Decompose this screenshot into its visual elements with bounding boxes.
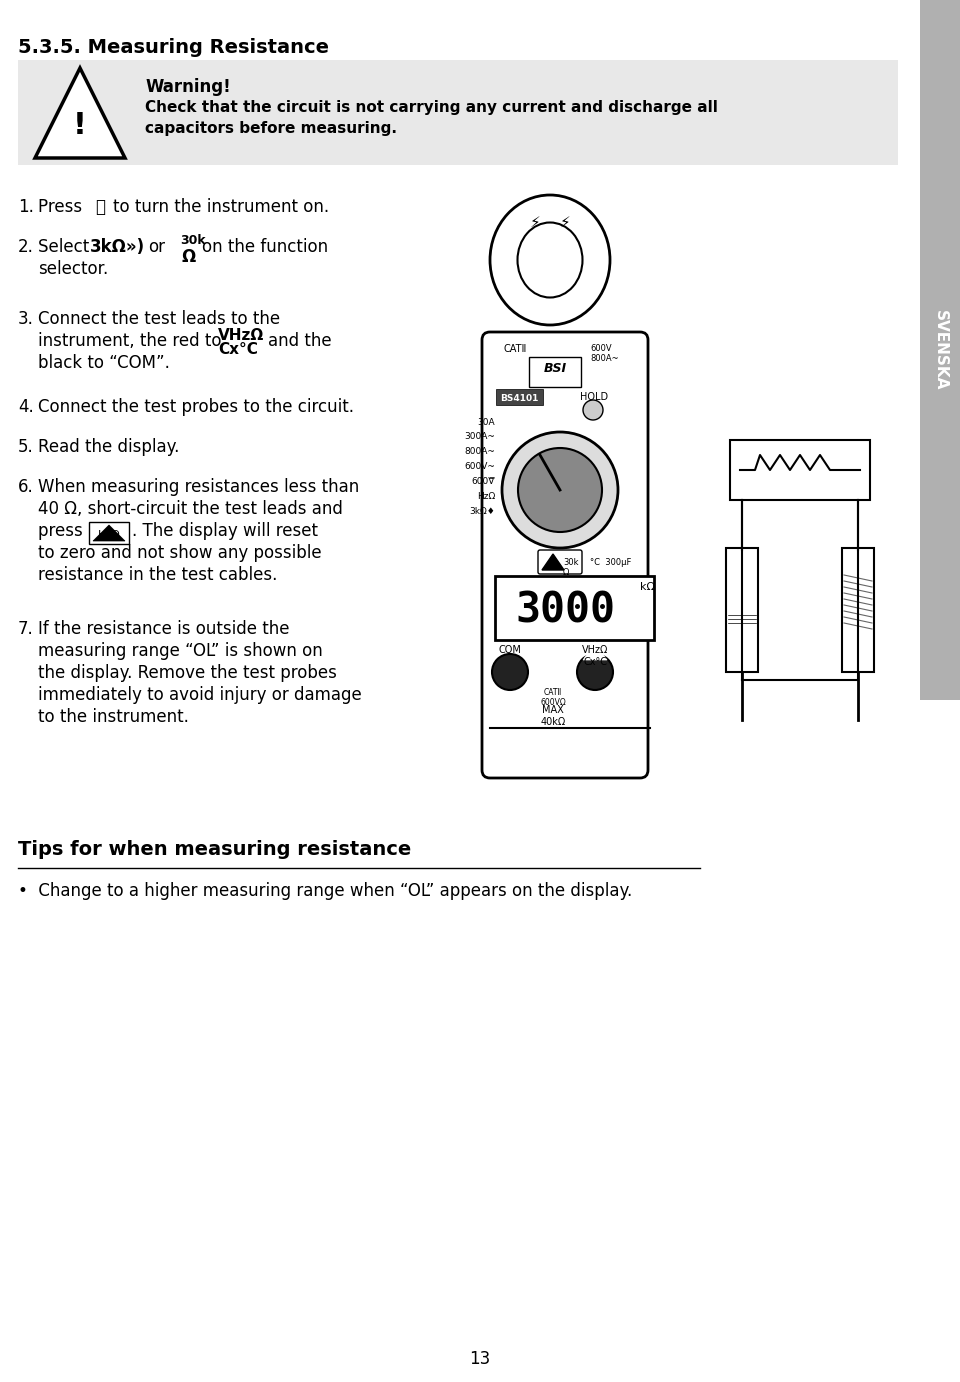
Text: kΩ: kΩ xyxy=(640,582,655,591)
FancyBboxPatch shape xyxy=(842,549,874,672)
Text: Connect the test leads to the: Connect the test leads to the xyxy=(38,310,280,328)
Text: COM: COM xyxy=(498,645,521,655)
Text: 3000: 3000 xyxy=(515,589,615,632)
Polygon shape xyxy=(583,643,607,661)
Circle shape xyxy=(492,654,528,690)
Text: 4.: 4. xyxy=(18,398,34,416)
Text: Cx°C: Cx°C xyxy=(218,341,258,357)
FancyBboxPatch shape xyxy=(495,576,654,640)
Text: Press: Press xyxy=(38,198,87,216)
Text: BS4101: BS4101 xyxy=(500,394,539,402)
Text: !: ! xyxy=(73,111,87,140)
Text: VHzΩ
Cx°C: VHzΩ Cx°C xyxy=(582,645,609,666)
Circle shape xyxy=(583,399,603,420)
Text: BSI: BSI xyxy=(543,362,566,375)
Text: Read the display.: Read the display. xyxy=(38,438,180,456)
Text: selector.: selector. xyxy=(38,260,108,278)
Text: 7.: 7. xyxy=(18,621,34,638)
Text: HzΩ: HzΩ xyxy=(477,492,495,502)
Text: Ω: Ω xyxy=(182,247,196,265)
Text: resistance in the test cables.: resistance in the test cables. xyxy=(38,567,277,585)
Text: to zero and not show any possible: to zero and not show any possible xyxy=(38,545,322,562)
Text: 30k: 30k xyxy=(180,234,205,247)
Circle shape xyxy=(577,654,613,690)
Text: HzΩ: HzΩ xyxy=(98,531,120,540)
FancyBboxPatch shape xyxy=(726,549,758,672)
Polygon shape xyxy=(35,68,125,158)
Text: 13: 13 xyxy=(469,1350,491,1368)
Text: 600V~: 600V~ xyxy=(464,462,495,471)
Text: 3kΩ»): 3kΩ») xyxy=(90,238,145,256)
Text: instrument, the red to: instrument, the red to xyxy=(38,332,227,350)
Text: MAX
40kΩ: MAX 40kΩ xyxy=(540,705,565,727)
Text: Warning!: Warning! xyxy=(145,77,230,95)
FancyBboxPatch shape xyxy=(89,522,129,545)
FancyBboxPatch shape xyxy=(496,388,543,405)
Text: SVENSKA: SVENSKA xyxy=(932,310,948,390)
FancyBboxPatch shape xyxy=(920,0,960,701)
Text: . The display will reset: . The display will reset xyxy=(132,522,318,540)
Text: 5.3.5. Measuring Resistance: 5.3.5. Measuring Resistance xyxy=(18,37,329,57)
Text: 2.: 2. xyxy=(18,238,34,256)
Text: 30k
Ω: 30k Ω xyxy=(563,558,579,578)
FancyBboxPatch shape xyxy=(538,550,582,574)
Text: 1.: 1. xyxy=(18,198,34,216)
FancyBboxPatch shape xyxy=(529,357,581,387)
Text: When measuring resistances less than: When measuring resistances less than xyxy=(38,478,359,496)
Text: °C  300µF: °C 300µF xyxy=(590,558,632,567)
Text: HOLD: HOLD xyxy=(580,392,608,402)
Circle shape xyxy=(518,448,602,532)
Polygon shape xyxy=(542,554,564,569)
Text: VHzΩ: VHzΩ xyxy=(218,328,264,343)
Text: the display. Remove the test probes: the display. Remove the test probes xyxy=(38,663,337,681)
Text: CATⅡ: CATⅡ xyxy=(503,344,526,354)
Text: press: press xyxy=(38,522,88,540)
Text: to turn the instrument on.: to turn the instrument on. xyxy=(113,198,329,216)
Text: 600V̿̿: 600V̿̿ xyxy=(471,477,495,486)
Text: 3kΩ♦: 3kΩ♦ xyxy=(469,507,495,515)
Circle shape xyxy=(502,433,618,549)
Text: 6.: 6. xyxy=(18,478,34,496)
Text: 5.: 5. xyxy=(18,438,34,456)
Text: 3.: 3. xyxy=(18,310,34,328)
Text: CATⅡ
600VΩ: CATⅡ 600VΩ xyxy=(540,688,565,708)
FancyBboxPatch shape xyxy=(730,439,870,500)
Text: Tips for when measuring resistance: Tips for when measuring resistance xyxy=(18,840,411,860)
Ellipse shape xyxy=(490,195,610,325)
Text: black to “COM”.: black to “COM”. xyxy=(38,354,170,372)
Text: Select: Select xyxy=(38,238,94,256)
Text: and the: and the xyxy=(268,332,331,350)
Text: to the instrument.: to the instrument. xyxy=(38,708,189,726)
Ellipse shape xyxy=(517,223,583,297)
Text: •  Change to a higher measuring range when “OL” appears on the display.: • Change to a higher measuring range whe… xyxy=(18,882,633,900)
FancyBboxPatch shape xyxy=(482,332,648,778)
Text: If the resistance is outside the: If the resistance is outside the xyxy=(38,621,290,638)
FancyBboxPatch shape xyxy=(18,59,898,164)
Text: measuring range “OL” is shown on: measuring range “OL” is shown on xyxy=(38,643,323,661)
Text: 600V
800A~: 600V 800A~ xyxy=(590,344,618,363)
Text: immediately to avoid injury or damage: immediately to avoid injury or damage xyxy=(38,685,362,703)
Text: ⏻: ⏻ xyxy=(95,198,105,216)
Text: 300A~: 300A~ xyxy=(464,433,495,441)
Text: ⚡: ⚡ xyxy=(530,214,540,229)
Text: 30A: 30A xyxy=(477,417,495,427)
Polygon shape xyxy=(93,525,125,540)
Text: Check that the circuit is not carrying any current and discharge all
capacitors : Check that the circuit is not carrying a… xyxy=(145,100,718,135)
Text: 40 Ω, short-circuit the test leads and: 40 Ω, short-circuit the test leads and xyxy=(38,500,343,518)
Text: on the function: on the function xyxy=(202,238,328,256)
Text: or: or xyxy=(148,238,165,256)
Text: Connect the test probes to the circuit.: Connect the test probes to the circuit. xyxy=(38,398,354,416)
Text: 800A~: 800A~ xyxy=(464,446,495,456)
Text: ⚡: ⚡ xyxy=(560,214,570,229)
